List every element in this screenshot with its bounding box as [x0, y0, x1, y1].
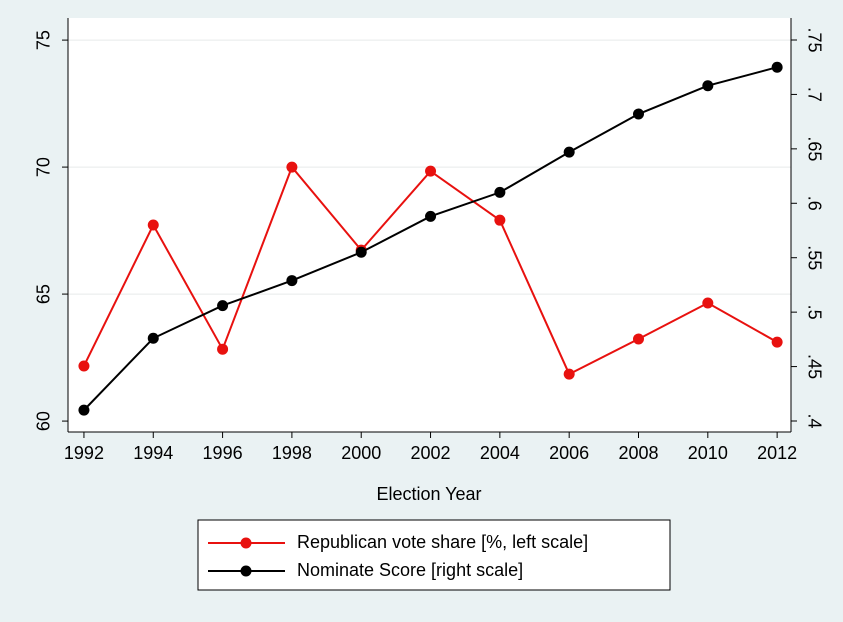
data-point	[78, 404, 90, 416]
data-point	[217, 300, 229, 312]
x-tick-label: 2012	[757, 443, 797, 463]
plot-area	[68, 18, 791, 432]
legend-label: Nominate Score [right scale]	[297, 560, 523, 580]
x-tick-label: 2006	[549, 443, 589, 463]
data-point	[702, 297, 714, 309]
data-point	[286, 161, 298, 173]
y2-tick-label: .65	[804, 136, 824, 161]
data-point	[78, 360, 90, 372]
data-point	[632, 333, 644, 345]
x-tick-label: 1998	[272, 443, 312, 463]
x-tick-label: 2008	[618, 443, 658, 463]
data-point	[702, 80, 714, 92]
data-point	[355, 246, 367, 258]
data-point	[286, 275, 298, 287]
y-tick-label: 65	[34, 284, 54, 304]
y2-tick-label: .5	[804, 305, 824, 320]
x-tick-label: 2010	[688, 443, 728, 463]
data-point	[771, 336, 783, 348]
x-axis-title: Election Year	[376, 484, 481, 504]
x-tick-label: 1992	[64, 443, 104, 463]
legend-marker	[240, 565, 252, 577]
data-point	[563, 146, 575, 158]
y2-tick-label: .7	[804, 87, 824, 102]
data-point	[147, 219, 159, 231]
y2-tick-label: .6	[804, 196, 824, 211]
y-tick-label: 60	[34, 411, 54, 431]
x-tick-label: 1996	[203, 443, 243, 463]
y2-tick-label: .4	[804, 413, 824, 428]
y2-tick-label: .45	[804, 354, 824, 379]
data-point	[217, 343, 229, 355]
x-tick-label: 2000	[341, 443, 381, 463]
data-point	[563, 368, 575, 380]
y-tick-label: 70	[34, 157, 54, 177]
x-tick-label: 1994	[133, 443, 173, 463]
y-tick-label: 75	[34, 30, 54, 50]
legend-label: Republican vote share [%, left scale]	[297, 532, 588, 552]
legend-marker	[240, 537, 252, 549]
y2-tick-label: .55	[804, 245, 824, 270]
data-point	[425, 210, 437, 222]
legend-box	[197, 519, 671, 591]
data-point	[494, 186, 506, 198]
data-point	[425, 165, 437, 177]
x-tick-label: 2002	[411, 443, 451, 463]
data-point	[771, 61, 783, 73]
data-point	[494, 214, 506, 226]
data-point	[632, 108, 644, 120]
y2-tick-label: .75	[804, 27, 824, 52]
data-point	[147, 332, 159, 344]
x-tick-label: 2004	[480, 443, 520, 463]
